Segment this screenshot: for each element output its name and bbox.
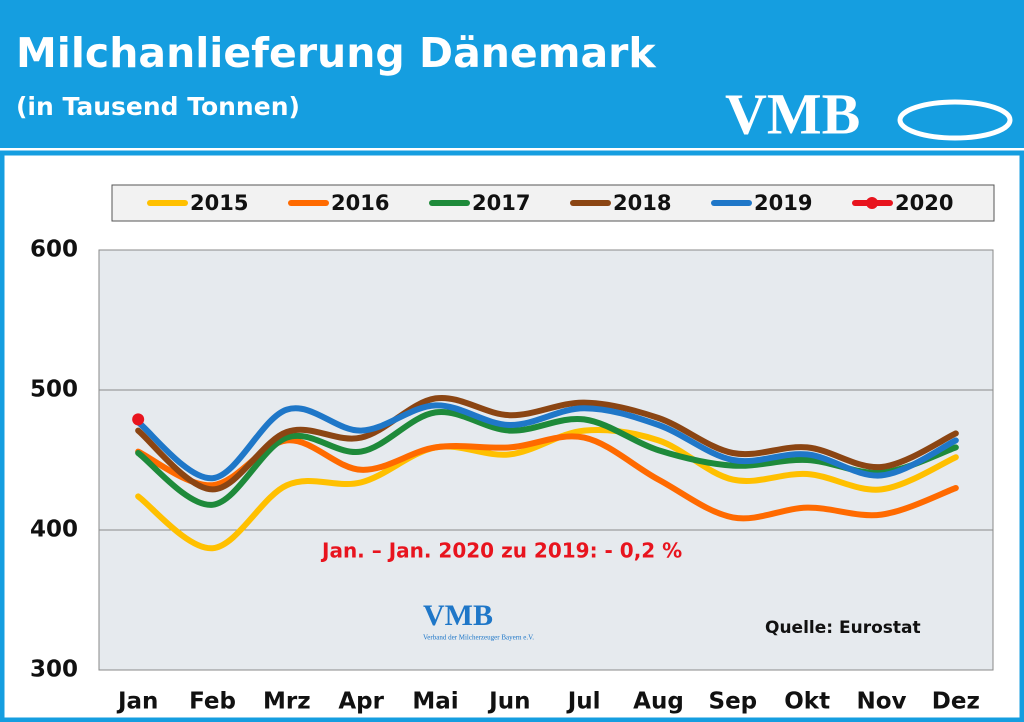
x-tick-label: Apr — [338, 689, 384, 715]
legend-label: 2016 — [331, 191, 389, 215]
y-tick-label: 300 — [30, 657, 78, 683]
y-tick-label: 600 — [30, 237, 78, 263]
x-tick-label: Jul — [566, 689, 601, 715]
watermark-logo: VMB — [423, 599, 493, 632]
series-line — [135, 394, 959, 493]
legend-label: 2019 — [754, 191, 812, 215]
x-tick-label: Okt — [784, 689, 830, 715]
x-tick-label: Jun — [487, 689, 530, 715]
legend-label: 2018 — [613, 191, 671, 215]
x-tick-label: Mai — [412, 689, 458, 715]
watermark-caption: Verband der Milcherzeuger Bayern e.V. — [423, 634, 534, 642]
logo-icon — [897, 99, 1013, 141]
x-tick-label: Mrz — [263, 689, 311, 715]
chart-title: Milchanlieferung Dänemark — [16, 29, 657, 77]
series-line — [135, 402, 959, 482]
legend-label: 2017 — [472, 191, 530, 215]
header-band — [0, 0, 1024, 148]
x-tick-label: Sep — [709, 689, 758, 715]
chart-subtitle: (in Tausend Tonnen) — [16, 92, 300, 121]
x-tick-label: Feb — [189, 689, 236, 715]
x-tick-label: Nov — [856, 689, 906, 715]
legend-label: 2015 — [190, 191, 248, 215]
plot — [99, 249, 993, 671]
y-tick-label: 500 — [30, 377, 78, 403]
logo: VMB — [725, 81, 860, 146]
legend-label: 2020 — [895, 191, 953, 215]
legend-marker — [866, 197, 878, 209]
annotation: Jan. – Jan. 2020 zu 2019: - 0,2 % — [320, 539, 682, 563]
series-line — [135, 409, 959, 508]
source: Quelle: Eurostat — [765, 618, 921, 638]
series-marker — [132, 413, 145, 426]
y-tick-label: 400 — [30, 517, 78, 543]
x-tick-label: Aug — [633, 689, 684, 715]
x-tick-label: Jan — [116, 689, 158, 715]
x-tick-label: Dez — [932, 689, 980, 715]
legend-box — [111, 184, 995, 222]
plot-area — [98, 249, 994, 671]
series-line — [135, 426, 959, 552]
